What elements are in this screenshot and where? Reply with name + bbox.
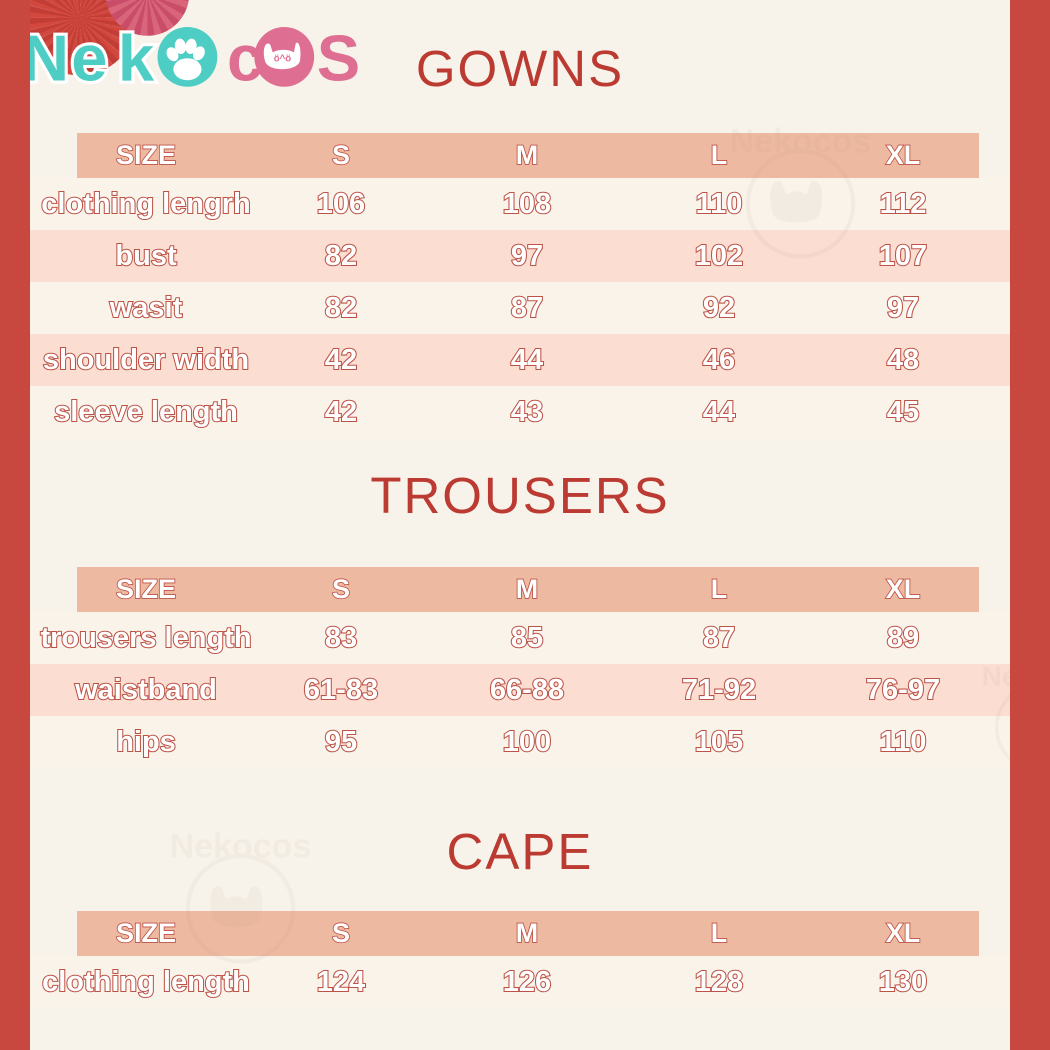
svg-text:Nekocos: Nekocos — [982, 661, 1010, 692]
svg-text:Nekocos: Nekocos — [169, 828, 311, 866]
svg-text:Nekocos: Nekocos — [729, 123, 871, 161]
